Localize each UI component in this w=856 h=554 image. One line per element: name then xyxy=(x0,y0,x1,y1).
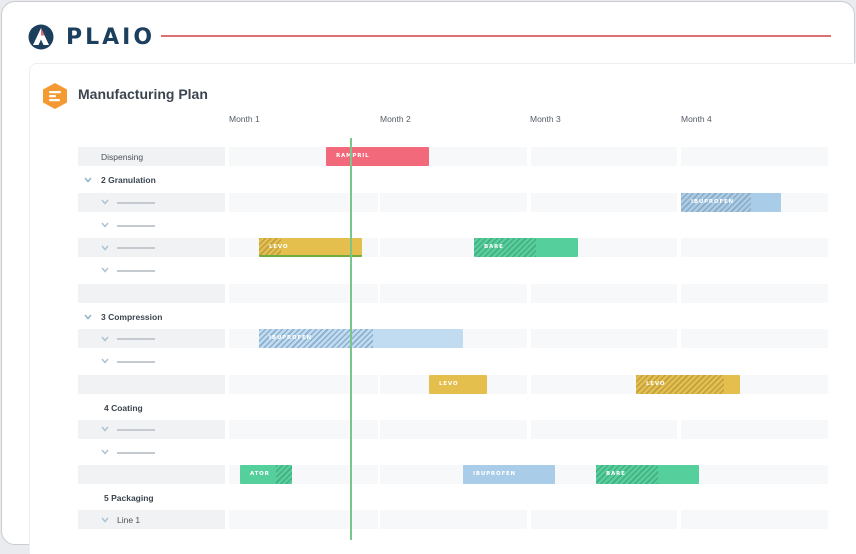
plaio-logo[interactable]: PLAIO xyxy=(28,24,155,50)
gantt-bar-ator[interactable]: ATOR xyxy=(240,465,292,484)
chevron-down-icon[interactable] xyxy=(101,245,109,251)
gantt-bar-bare[interactable]: BARE xyxy=(596,465,699,484)
row-label-bg xyxy=(78,375,225,394)
chevron-down-icon[interactable] xyxy=(101,222,109,228)
grid-cell[interactable] xyxy=(229,420,378,439)
bar-label: BARE xyxy=(606,471,626,477)
month-header-2: Month 2 xyxy=(380,114,411,124)
bar-label: ATOR xyxy=(250,471,270,477)
bar-label: LEVO xyxy=(439,381,459,387)
placeholder-line xyxy=(117,270,155,272)
group-label-packaging[interactable]: 5 Packaging xyxy=(104,493,154,503)
grid-cell[interactable] xyxy=(229,193,378,212)
bar-label: IBUPROFEN xyxy=(473,471,516,477)
chevron-down-icon[interactable] xyxy=(101,517,109,523)
bar-label: BARE xyxy=(484,244,504,250)
grid-cell[interactable] xyxy=(681,465,828,484)
plan-hexagon-icon xyxy=(43,83,67,109)
bar-label: LEVO xyxy=(646,381,666,387)
grid-cell[interactable] xyxy=(681,420,828,439)
today-marker-line xyxy=(350,138,352,540)
grid-cell[interactable] xyxy=(229,284,378,303)
placeholder-line xyxy=(117,429,155,431)
gantt-bar-levo[interactable]: LEVO xyxy=(636,375,740,394)
group-label-granulation[interactable]: 2 Granulation xyxy=(101,175,156,185)
grid-cell[interactable] xyxy=(380,193,527,212)
gantt-bar-ibuprofen[interactable]: IBUPROFEN xyxy=(259,329,463,348)
grid-cell[interactable] xyxy=(531,284,677,303)
chevron-down-icon[interactable] xyxy=(84,314,92,320)
gantt-bar-bare[interactable]: BARE xyxy=(474,238,578,257)
row-label-bg xyxy=(78,510,225,529)
row-label-bg xyxy=(78,465,225,484)
grid-cell[interactable] xyxy=(681,329,828,348)
row-label-dispensing[interactable]: Dispensing xyxy=(101,152,144,162)
bar-progress-hatch xyxy=(474,238,536,257)
grid-cell[interactable] xyxy=(380,284,527,303)
chevron-down-icon[interactable] xyxy=(101,267,109,273)
gantt-bar-levo[interactable]: LEVO xyxy=(259,238,362,257)
group-label-compression[interactable]: 3 Compression xyxy=(101,312,163,322)
bar-progress-hatch xyxy=(681,193,751,212)
month-header-1: Month 1 xyxy=(229,114,260,124)
grid-cell[interactable] xyxy=(229,375,378,394)
bar-label: IBUPROFEN xyxy=(691,199,734,205)
placeholder-line xyxy=(117,361,155,363)
grid-cell[interactable] xyxy=(681,284,828,303)
bar-progress-hatch xyxy=(636,375,724,394)
header-divider xyxy=(161,35,831,37)
bar-progress-hatch xyxy=(259,238,281,255)
gantt-bar-rampril[interactable]: RAMPRIL xyxy=(326,147,429,166)
grid-cell[interactable] xyxy=(531,420,677,439)
gantt-bar-levo[interactable]: LEVO xyxy=(429,375,487,394)
grid-cell[interactable] xyxy=(531,193,677,212)
bar-progress-hatch xyxy=(596,465,658,484)
row-label-line-1[interactable]: Line 1 xyxy=(117,515,141,525)
bar-label: RAMPRIL xyxy=(336,153,370,159)
gantt-bar-ibuprofen[interactable]: IBUPROFEN xyxy=(681,193,781,212)
grid-cell[interactable] xyxy=(531,510,677,529)
plaio-logo-mark-icon xyxy=(28,24,54,50)
grid-cell[interactable] xyxy=(681,147,828,166)
placeholder-line xyxy=(117,452,155,454)
grid-cell[interactable] xyxy=(531,329,677,348)
bar-progress-hatch xyxy=(259,329,373,348)
month-header-4: Month 4 xyxy=(681,114,712,124)
grid-cell[interactable] xyxy=(229,510,378,529)
placeholder-line xyxy=(117,225,155,227)
chevron-down-icon[interactable] xyxy=(101,358,109,364)
chevron-down-icon[interactable] xyxy=(84,177,92,183)
grid-cell[interactable] xyxy=(531,147,677,166)
placeholder-line xyxy=(117,202,155,204)
bar-label: IBUPROFEN xyxy=(269,335,312,341)
month-header-3: Month 3 xyxy=(530,114,561,124)
chevron-down-icon[interactable] xyxy=(101,336,109,342)
grid-cell[interactable] xyxy=(380,510,527,529)
chevron-down-icon[interactable] xyxy=(101,426,109,432)
bar-label: LEVO xyxy=(269,244,289,250)
chevron-down-icon[interactable] xyxy=(101,199,109,205)
row-label-bg xyxy=(78,147,225,166)
placeholder-line xyxy=(117,247,155,249)
group-label-coating[interactable]: 4 Coating xyxy=(104,403,143,413)
grid-cell[interactable] xyxy=(681,238,828,257)
grid-cell[interactable] xyxy=(681,510,828,529)
plan-title: Manufacturing Plan xyxy=(78,86,208,102)
grid-cell[interactable] xyxy=(380,420,527,439)
bar-progress-hatch xyxy=(276,465,292,484)
chevron-down-icon[interactable] xyxy=(101,449,109,455)
gantt-bar-ibuprofen[interactable]: IBUPROFEN xyxy=(463,465,555,484)
plaio-wordmark: PLAIO xyxy=(66,24,156,50)
row-label-bg xyxy=(78,284,225,303)
placeholder-line xyxy=(117,338,155,340)
